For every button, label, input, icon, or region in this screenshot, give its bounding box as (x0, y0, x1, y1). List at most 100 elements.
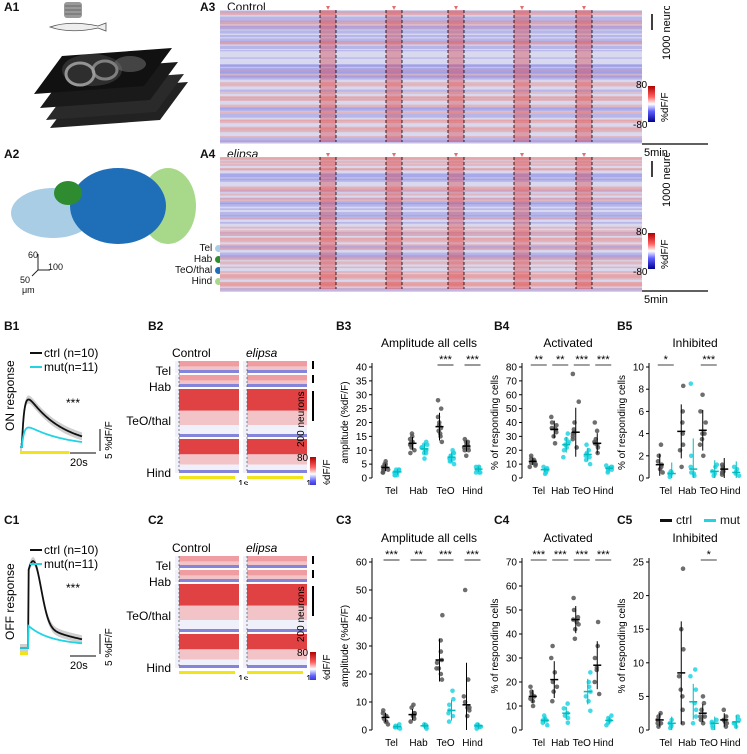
time-label-ctrl: 1s (238, 479, 249, 485)
column-title-elipsa: elipsa (246, 541, 278, 555)
data-point (533, 463, 538, 468)
raster-row-band (220, 40, 642, 43)
data-point (595, 619, 601, 625)
raster-row-band (220, 136, 642, 139)
chart-title: Activated (543, 336, 592, 350)
raster-row-band (220, 201, 642, 204)
colorbar (310, 457, 316, 485)
raster-row-band (220, 208, 642, 210)
data-point (450, 688, 455, 694)
stimulus-marker-icon (392, 6, 396, 10)
raster-row-band (220, 68, 642, 71)
x-scale-label: 20s (70, 457, 88, 469)
x-tick-label: Hab (678, 486, 697, 497)
data-point (731, 464, 737, 470)
off-response-heatmap: Control elipsa Tel Hab TeO/thal Hind 200 neuro… (126, 541, 333, 680)
panel-label-b5: B5 (617, 319, 633, 333)
significance-label: * (707, 549, 712, 561)
inhibited-block (247, 565, 307, 568)
raster-row-band (220, 163, 642, 166)
y-tick-label: 15 (633, 625, 645, 636)
data-point (438, 406, 444, 411)
data-point (572, 626, 578, 632)
stimulus-marker-icon (454, 6, 458, 10)
inhibited-block (179, 565, 239, 568)
colorbar-max: 80 (636, 227, 648, 238)
data-point (424, 442, 430, 447)
data-point (588, 708, 593, 714)
y-tick-label: 35 (356, 376, 368, 387)
chart-c5: Inhibited 0 5 10 15 20 25 % of responding cells… (617, 531, 742, 749)
weak-block (247, 454, 307, 465)
inhibited-block (179, 579, 239, 582)
data-point (411, 702, 416, 708)
raster-row-band (220, 255, 642, 258)
y-axis-label: amplitude (%dF/F) (340, 605, 351, 687)
y-tick-label: 4 (638, 429, 644, 440)
data-point (408, 719, 413, 724)
axis-label-50: 50 (20, 275, 31, 285)
data-point (565, 715, 571, 721)
y-tick-label: 20 (356, 418, 368, 429)
raster-row-band (220, 89, 642, 92)
colorbar (648, 86, 655, 122)
x-tick-label: Hind (593, 738, 614, 749)
data-point (565, 431, 571, 436)
y-tick-label: 25 (356, 404, 368, 415)
x-tick-label: Hind (462, 486, 483, 497)
raster-row-band (220, 202, 642, 207)
stimulus-bar (247, 671, 303, 674)
y-tick-label: 10 (356, 446, 368, 457)
panel-label-c4: C4 (494, 513, 510, 527)
x-tick-label: Hind (720, 486, 741, 497)
raster-row-band (220, 160, 642, 164)
raster-row-band (220, 218, 642, 220)
ctrl-trace (20, 398, 83, 448)
raster-row-band (220, 246, 642, 251)
response-band (448, 10, 464, 142)
inhibited-block (179, 384, 239, 387)
significance-label: ** (534, 354, 543, 366)
stimulus-marker-icon (520, 153, 524, 157)
y-tick-label: 10 (506, 702, 518, 713)
stimulus-marker-icon (520, 6, 524, 10)
column-title-elipsa: elipsa (246, 346, 278, 360)
data-point (680, 383, 686, 389)
x-tick-label: TeO (436, 738, 455, 749)
panel-label-c5: C5 (617, 513, 633, 527)
significance-label: * (664, 354, 669, 366)
x-tick-label: Tel (385, 738, 398, 749)
data-point (561, 706, 567, 711)
raster-heatmap-control: 1000 neurons 80 -80 %dF/F 5min (220, 6, 708, 156)
chart-c3: Amplitude all cells 0 10 20 30 40 50 60 amplitud… (340, 531, 484, 749)
stimulus-marker-icon (326, 153, 330, 157)
data-point (434, 660, 440, 666)
x-tick-label: Hind (593, 486, 614, 497)
axis-label-100: 100 (48, 262, 64, 272)
raster-row-band (220, 232, 642, 236)
data-point (583, 694, 589, 699)
y-tick-label: 5 (638, 692, 644, 703)
raster-row-band (220, 20, 642, 23)
raster-row-band (220, 112, 642, 115)
x-tick-label: Hab (551, 738, 570, 749)
neuron-scale-label: 200 neurons (296, 391, 307, 447)
y-tick-label: 6 (638, 407, 644, 418)
axis-label-60: 60 (28, 250, 39, 260)
raster-row-band (220, 83, 642, 87)
inhibited-block (179, 665, 239, 668)
raster-row-band (220, 97, 642, 101)
region-label: Tel (156, 559, 171, 573)
data-point (594, 428, 600, 434)
data-point (736, 473, 742, 479)
y-scale-label: 5 %dF/F (104, 421, 115, 459)
raster-row-band (220, 168, 642, 171)
data-point (435, 398, 441, 403)
y-axis-label: OFF response (3, 563, 17, 640)
time-label-ctrl: 1s (238, 674, 249, 680)
data-point (680, 442, 686, 447)
data-point (596, 691, 602, 697)
raster-row-band (220, 82, 642, 85)
data-point (434, 666, 439, 671)
raster-row-band (220, 96, 642, 98)
